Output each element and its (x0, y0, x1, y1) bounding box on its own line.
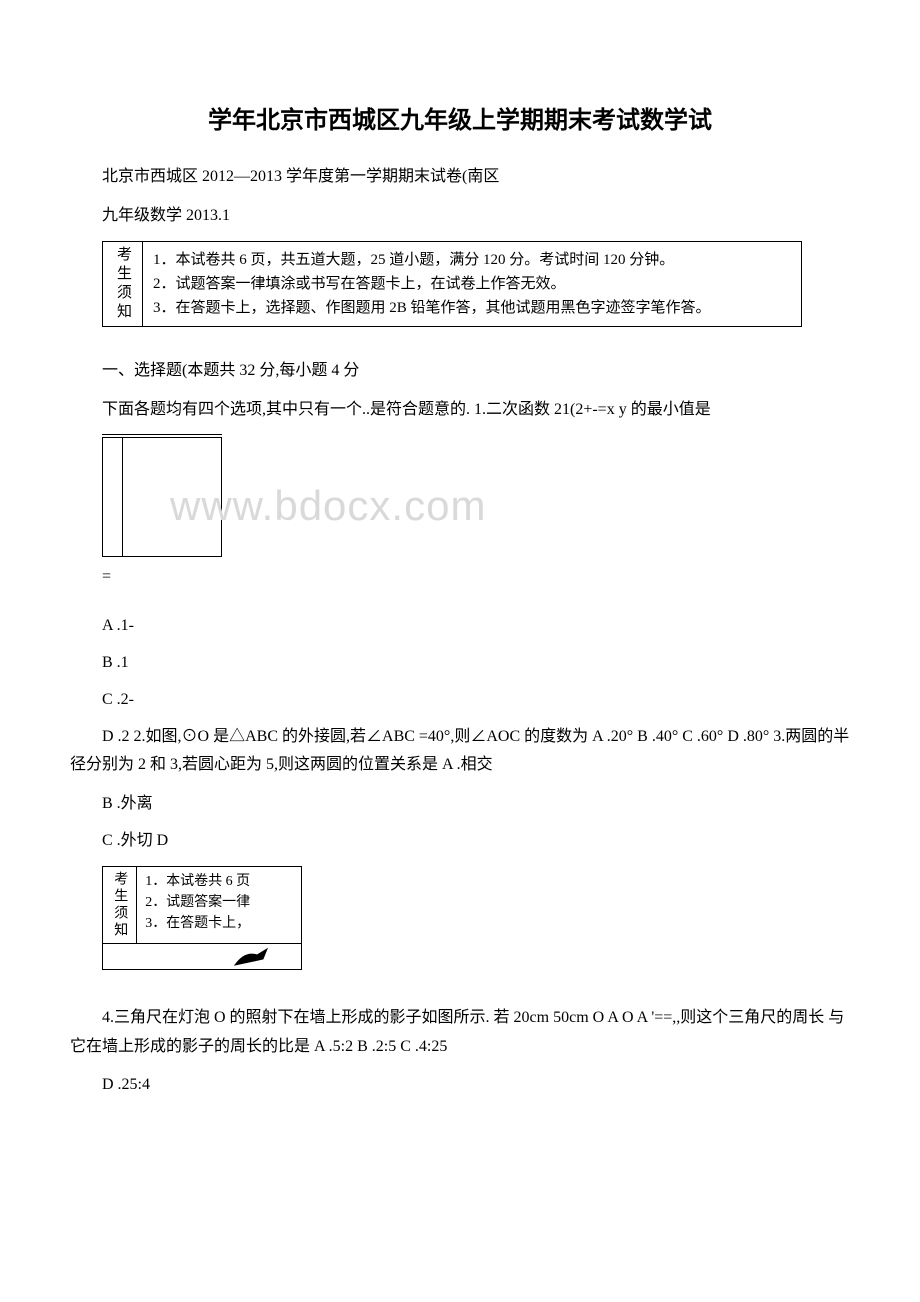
page-title: 学年北京市西城区九年级上学期期末考试数学试 (70, 100, 850, 143)
section-heading: 一、选择题(本题共 32 分,每小题 4 分 (70, 357, 850, 386)
option-d-and-q2-q3: D .2 2.如图,⊙O 是△ABC 的外接圆,若∠ABC =40°,则∠AOC… (70, 723, 850, 781)
option-a: A .1- (70, 612, 850, 641)
option-b2: B .外离 (70, 790, 850, 819)
notice-small-line: 1．本试卷共 6 页 (145, 871, 250, 892)
notice-line: 2．试题答案一律填涂或书写在答题卡上，在试卷上作答无效。 (153, 272, 711, 296)
notice-box-small: 考生须知 1．本试卷共 6 页 2．试题答案一律 3．在答题卡上， (102, 866, 302, 970)
notice-line: 3．在答题卡上，选择题、作图题用 2B 铅笔作答，其他试题用黑色字迹签字笔作答。 (153, 296, 711, 320)
notice-small-label: 考生须知 (103, 867, 137, 943)
option-b: B .1 (70, 649, 850, 678)
option-c: C .2- (70, 686, 850, 715)
section-intro: 下面各题均有四个选项,其中只有一个..是符合题意的. 1.二次函数 21(2+-… (70, 396, 850, 425)
notice-small-line: 3．在答题卡上， (145, 913, 250, 934)
question-4: 4.三角尺在灯泡 O 的照射下在墙上形成的影子如图所示. 若 20cm 50cm… (70, 1004, 850, 1062)
notice-small-body: 1．本试卷共 6 页 2．试题答案一律 3．在答题卡上， (137, 867, 258, 943)
option-d-q4: D .25:4 (70, 1071, 850, 1100)
option-c2: C .外切 D (70, 827, 850, 856)
figure-box-left (103, 438, 123, 556)
notice-line: 1．本试卷共 6 页，共五道大题，25 道小题，满分 120 分。考试时间 12… (153, 248, 711, 272)
triangle-icon (233, 947, 273, 967)
notice-label: 考生须知 (103, 242, 143, 326)
figure-box (102, 434, 850, 557)
notice-small-line: 2．试题答案一律 (145, 892, 250, 913)
equals-sign: = (102, 563, 850, 592)
notice-box: 考生须知 1．本试卷共 6 页，共五道大题，25 道小题，满分 120 分。考试… (102, 241, 802, 327)
header-line: 北京市西城区 2012—2013 学年度第一学期期末试卷(南区 (70, 163, 850, 192)
notice-body: 1．本试卷共 6 页，共五道大题，25 道小题，满分 120 分。考试时间 12… (143, 242, 721, 326)
subject-line: 九年级数学 2013.1 (70, 202, 850, 231)
notice-small-bottom (103, 943, 301, 969)
